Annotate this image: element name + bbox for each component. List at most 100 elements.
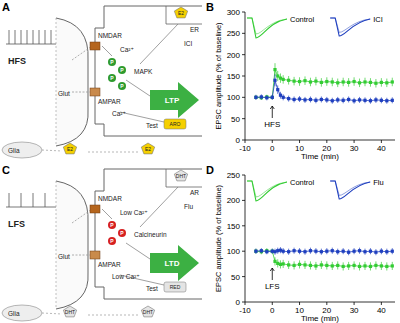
marker bbox=[273, 260, 276, 263]
marker bbox=[260, 95, 263, 98]
marker bbox=[331, 249, 334, 252]
marker bbox=[380, 99, 383, 102]
phospho bbox=[108, 74, 116, 82]
marker bbox=[254, 250, 257, 253]
marker bbox=[336, 98, 339, 101]
y-tick bbox=[242, 76, 245, 77]
marker bbox=[342, 80, 345, 83]
marker bbox=[336, 250, 339, 253]
x-tick bbox=[326, 140, 327, 143]
marker bbox=[385, 265, 388, 268]
diagram: HFSNMDARCa²⁺E2ERICIMAPKLTPGlutAMPARCa²⁺T… bbox=[2, 6, 202, 158]
marker bbox=[298, 263, 301, 266]
diagram-label: P bbox=[120, 67, 124, 73]
marker bbox=[271, 250, 274, 253]
diagram-label: Test bbox=[146, 122, 158, 129]
marker bbox=[254, 96, 257, 99]
diagram-label: P bbox=[120, 83, 124, 89]
diagram-label: Glia bbox=[8, 310, 20, 317]
presynaptic bbox=[56, 181, 88, 309]
ligand bbox=[63, 306, 76, 317]
diagram-label: Flu bbox=[184, 203, 193, 210]
postsynaptic bbox=[95, 169, 202, 299]
x-label: Time (min) bbox=[301, 152, 339, 161]
diagram-label: ARO bbox=[170, 121, 181, 127]
diagram-label: LFS bbox=[8, 219, 25, 229]
panel-label: C bbox=[2, 164, 10, 176]
er bbox=[166, 169, 202, 187]
marker bbox=[369, 265, 372, 268]
series-line bbox=[256, 251, 392, 267]
legend-trace bbox=[247, 18, 287, 38]
marker bbox=[273, 250, 276, 253]
marker bbox=[276, 262, 279, 265]
x-axis bbox=[245, 302, 395, 303]
marker bbox=[314, 264, 317, 267]
glut-arrow bbox=[72, 46, 92, 92]
pulse bbox=[51, 30, 52, 44]
marker bbox=[352, 80, 355, 83]
x-tick bbox=[299, 140, 300, 143]
marker bbox=[380, 250, 383, 253]
diagram-label: DHT bbox=[143, 309, 153, 315]
x-tick bbox=[354, 140, 355, 143]
diagram-label: RED bbox=[170, 284, 181, 290]
plasticity-arrow bbox=[150, 245, 199, 281]
marker bbox=[279, 249, 282, 252]
y-tick-label: 200 bbox=[227, 51, 241, 60]
nmdar bbox=[90, 205, 100, 213]
figure: ABCDHFSNMDARCa²⁺E2ERICIMAPKLTPGlutAMPARC… bbox=[0, 0, 400, 323]
release-arrow bbox=[42, 150, 140, 152]
marker bbox=[282, 96, 285, 99]
marker bbox=[314, 99, 317, 102]
marker bbox=[336, 264, 339, 267]
legend-trace bbox=[330, 18, 370, 36]
pulse bbox=[21, 193, 22, 207]
y-tick-label: 150 bbox=[227, 222, 241, 231]
marker bbox=[325, 98, 328, 101]
marker bbox=[271, 96, 274, 99]
diagram-label: NMDAR bbox=[98, 32, 122, 39]
marker bbox=[380, 264, 383, 267]
marker bbox=[363, 264, 366, 267]
x-tick bbox=[326, 302, 327, 305]
y-tick bbox=[242, 200, 245, 201]
marker bbox=[325, 250, 328, 253]
marker bbox=[314, 80, 317, 83]
diagram-label: AMPAR bbox=[98, 98, 121, 105]
y-tick-label: 250 bbox=[227, 171, 241, 180]
diagram-label: P bbox=[120, 230, 124, 236]
marker bbox=[292, 80, 295, 83]
marker bbox=[265, 250, 268, 253]
diagram-label: Glut bbox=[58, 253, 70, 260]
marker bbox=[331, 80, 334, 83]
x-tick-label: 0 bbox=[270, 306, 275, 315]
diagram-label: NMDAR bbox=[98, 195, 122, 202]
chart: 050100150200250300-10010203040Time (min)… bbox=[214, 8, 395, 161]
marker bbox=[279, 263, 282, 266]
marker bbox=[298, 250, 301, 253]
ampar bbox=[90, 251, 100, 259]
x-label: Time (min) bbox=[301, 314, 339, 323]
marker bbox=[276, 249, 279, 252]
y-axis bbox=[245, 175, 246, 302]
marker bbox=[254, 250, 257, 253]
marker bbox=[325, 80, 328, 83]
marker bbox=[363, 80, 366, 83]
phospho bbox=[118, 82, 126, 90]
phospho bbox=[108, 237, 116, 245]
diagram-label: P bbox=[110, 59, 114, 65]
stim-line bbox=[6, 44, 56, 45]
pulse bbox=[45, 193, 46, 207]
presynaptic bbox=[56, 18, 88, 146]
y-tick bbox=[242, 118, 245, 119]
marker bbox=[347, 251, 350, 254]
panel-label: A bbox=[2, 1, 10, 13]
glia bbox=[2, 305, 42, 321]
marker bbox=[336, 81, 339, 84]
marker bbox=[374, 251, 377, 254]
marker bbox=[352, 264, 355, 267]
marker bbox=[303, 79, 306, 82]
x-tick bbox=[381, 302, 382, 305]
annotation-arrow bbox=[270, 268, 274, 280]
